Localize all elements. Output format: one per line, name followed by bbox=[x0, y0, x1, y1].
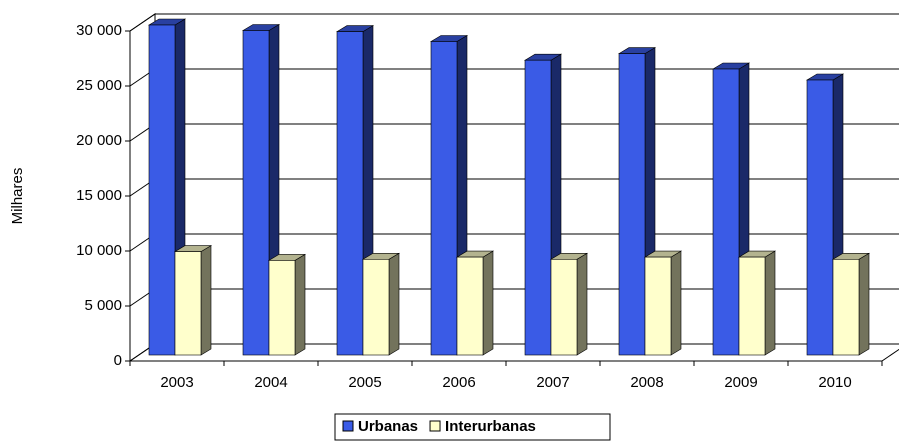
bar bbox=[362, 258, 390, 356]
bar-side bbox=[388, 252, 400, 356]
bar bbox=[644, 256, 672, 356]
y-tick-label: 5 000 bbox=[84, 297, 122, 314]
bar-side bbox=[482, 250, 494, 356]
y-tick-label: 10 000 bbox=[76, 242, 122, 259]
x-tick-label: 2009 bbox=[724, 374, 757, 391]
y-tick-label: 0 bbox=[114, 352, 122, 369]
y-axis-label: Milhares bbox=[9, 168, 26, 225]
bar-side bbox=[764, 250, 776, 356]
bar bbox=[618, 53, 646, 356]
bar-side bbox=[670, 250, 682, 356]
y-tick-label: 20 000 bbox=[76, 132, 122, 149]
bar bbox=[336, 31, 364, 356]
bar-side bbox=[858, 252, 870, 356]
bar-side bbox=[200, 245, 212, 356]
legend-box bbox=[334, 413, 611, 441]
y-tick-label: 30 000 bbox=[76, 22, 122, 39]
legend-label: Interurbanas bbox=[445, 418, 536, 435]
legend-swatch bbox=[342, 420, 354, 432]
bar bbox=[148, 24, 176, 356]
x-tick-label: 2008 bbox=[630, 374, 663, 391]
bar bbox=[430, 41, 458, 356]
x-tick-label: 2010 bbox=[818, 374, 851, 391]
x-tick-label: 2004 bbox=[254, 374, 287, 391]
bar-side bbox=[294, 253, 306, 356]
bar bbox=[524, 59, 552, 356]
bar bbox=[242, 30, 270, 356]
bar bbox=[456, 256, 484, 356]
x-tick-label: 2003 bbox=[160, 374, 193, 391]
legend-label: Urbanas bbox=[358, 418, 418, 435]
bar bbox=[832, 258, 860, 356]
grid-line-side bbox=[129, 13, 156, 32]
bar bbox=[738, 256, 766, 356]
x-tick-label: 2005 bbox=[348, 374, 381, 391]
bar bbox=[268, 260, 296, 356]
bar bbox=[550, 258, 578, 356]
y-tick-label: 15 000 bbox=[76, 187, 122, 204]
x-tick-label: 2006 bbox=[442, 374, 475, 391]
bar-side bbox=[576, 252, 588, 356]
x-tick-label: 2007 bbox=[536, 374, 569, 391]
bar bbox=[712, 68, 740, 356]
legend-swatch bbox=[429, 420, 441, 432]
bar bbox=[806, 79, 834, 356]
bar bbox=[174, 251, 202, 356]
y-tick-label: 25 000 bbox=[76, 77, 122, 94]
